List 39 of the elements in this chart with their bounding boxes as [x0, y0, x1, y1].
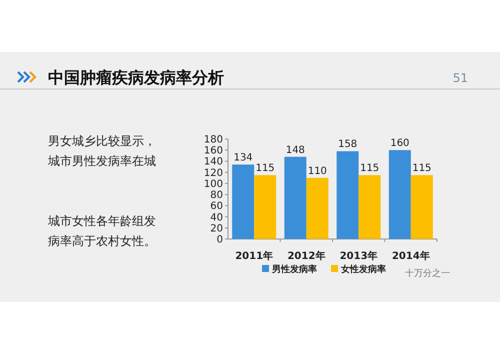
- y-tick-label: 40: [210, 212, 223, 224]
- text: 51: [452, 71, 468, 85]
- x-tick-label: 2014年: [392, 250, 430, 262]
- data-label: 148: [286, 144, 305, 156]
- bar: [284, 156, 306, 239]
- data-label: 134: [234, 152, 253, 164]
- data-label: 110: [308, 166, 327, 177]
- y-tick-label: 100: [204, 178, 223, 190]
- y-tick-label: 160: [204, 146, 223, 157]
- y-tick-label: 20: [210, 223, 223, 234]
- bar: [388, 150, 411, 239]
- y-tick-label: 140: [204, 156, 223, 168]
- data-label: 115: [256, 163, 275, 174]
- data-label: 160: [390, 138, 410, 150]
- bar: [306, 178, 328, 239]
- x-tick-label: 2011年: [235, 250, 274, 262]
- data-label: 158: [338, 139, 358, 150]
- text: 城市女性各年龄组发: [47, 214, 156, 228]
- y-tick-label: 60: [210, 201, 223, 212]
- bar: [254, 175, 276, 239]
- bar: [358, 175, 381, 239]
- chart-title: 中国肿瘤疾病发病率分析: [48, 68, 224, 87]
- y-tick-label: 0: [216, 234, 223, 246]
- y-tick-label: 180: [204, 134, 223, 146]
- bar: [410, 175, 433, 239]
- x-tick-label: 2012年: [287, 250, 326, 262]
- text: 城市男性发病率在城: [47, 154, 156, 168]
- text: 男女城乡比较显示，: [48, 134, 156, 148]
- legend-label: 女性发病率: [340, 264, 386, 275]
- y-tick-label: 80: [210, 190, 223, 202]
- y-tick-label: 120: [204, 168, 223, 179]
- text: 十万分之一: [405, 268, 450, 279]
- text: 病率高于农村女性。: [48, 234, 156, 248]
- legend-label: 男性发病率: [271, 264, 317, 275]
- data-label: 115: [360, 163, 380, 174]
- x-tick-label: 2013年: [340, 250, 378, 262]
- bar: [336, 151, 359, 239]
- data-label: 115: [412, 163, 432, 174]
- bar: [232, 164, 254, 239]
